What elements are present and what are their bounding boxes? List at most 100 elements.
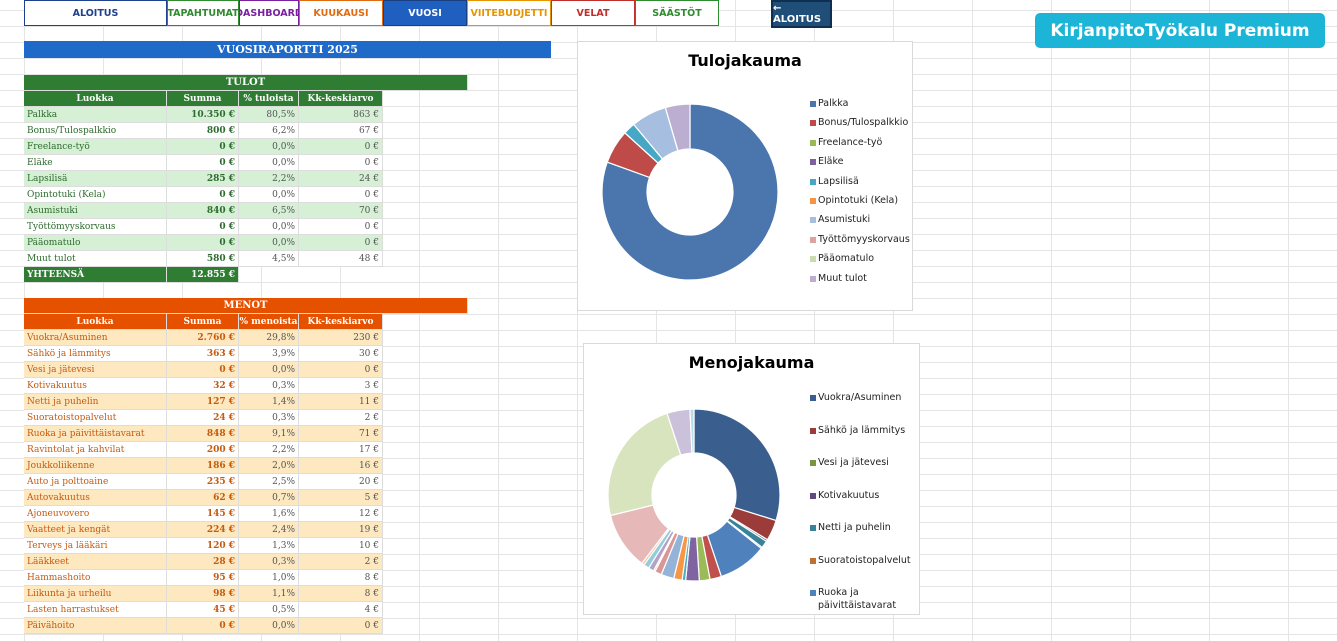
legend-label: Muut tulot bbox=[818, 272, 867, 284]
table-cell: 10 € bbox=[299, 538, 383, 554]
table-cell: 45 € bbox=[167, 602, 239, 618]
column-header: Luokka bbox=[24, 91, 167, 107]
table-cell: Pääomatulo bbox=[24, 235, 167, 251]
brand-badge: KirjanpitoTyökalu Premium bbox=[1035, 13, 1325, 48]
table-cell: Hammashoito bbox=[24, 570, 167, 586]
nav-button[interactable]: TAPAHTUMAT bbox=[167, 0, 239, 26]
table-cell: Ravintolat ja kahvilat bbox=[24, 442, 167, 458]
table-cell: 0 € bbox=[299, 235, 383, 251]
nav-button[interactable]: VUOSI bbox=[383, 0, 467, 26]
table-cell: 17 € bbox=[299, 442, 383, 458]
table-cell: Joukkoliikenne bbox=[24, 458, 167, 474]
column-header: Luokka bbox=[24, 314, 167, 330]
column-header: % tuloista bbox=[239, 91, 299, 107]
table-cell: 1,3% bbox=[239, 538, 299, 554]
legend-swatch bbox=[810, 159, 816, 166]
table-cell: 28 € bbox=[167, 554, 239, 570]
column-header: Summa bbox=[167, 91, 239, 107]
table-cell: 4,5% bbox=[239, 251, 299, 267]
legend-label: Sähkö ja lämmitys bbox=[818, 424, 906, 436]
column-header: Kk-keskiarvo bbox=[299, 314, 383, 330]
table-cell: 0 € bbox=[299, 139, 383, 155]
table-cell: 24 € bbox=[167, 410, 239, 426]
table-cell: 0 € bbox=[299, 155, 383, 171]
table-cell: Lääkkeet bbox=[24, 554, 167, 570]
table-cell: 0 € bbox=[167, 219, 239, 235]
table-cell: Eläke bbox=[24, 155, 167, 171]
total-cell: YHTEENSÄ bbox=[24, 267, 167, 283]
table-cell: 1,0% bbox=[239, 570, 299, 586]
table-cell: Netti ja puhelin bbox=[24, 394, 167, 410]
table-cell: 11 € bbox=[299, 394, 383, 410]
legend-swatch bbox=[810, 198, 816, 204]
table-cell: Vesi ja jätevesi bbox=[24, 362, 167, 378]
table-cell: 5 € bbox=[299, 490, 383, 506]
table-cell: 29,8% bbox=[239, 330, 299, 346]
table-cell: 0 € bbox=[299, 219, 383, 235]
legend-label: Vesi ja jätevesi bbox=[818, 457, 889, 468]
table-cell: Lapsilisä bbox=[24, 171, 167, 187]
legend-swatch bbox=[810, 236, 816, 243]
table-cell: 0,0% bbox=[239, 187, 299, 203]
table-cell: Palkka bbox=[24, 107, 167, 123]
table-cell: 0,3% bbox=[239, 410, 299, 426]
report-title: VUOSIRAPORTTI 2025 bbox=[24, 41, 551, 58]
back-button[interactable]: ← ALOITUS bbox=[771, 0, 832, 28]
table-cell: Työttömyyskorvaus bbox=[24, 219, 167, 235]
table-cell: 1,4% bbox=[239, 394, 299, 410]
table-cell: 285 € bbox=[167, 171, 239, 187]
table-cell: 0,0% bbox=[239, 618, 299, 634]
table-cell: 200 € bbox=[167, 442, 239, 458]
table-cell: 363 € bbox=[167, 346, 239, 362]
nav-button[interactable]: VELAT bbox=[551, 0, 635, 26]
table-cell: 9,1% bbox=[239, 426, 299, 442]
table-cell: Auto ja polttoaine bbox=[24, 474, 167, 490]
table-cell: Liikunta ja urheilu bbox=[24, 586, 167, 602]
table-cell: 0 € bbox=[299, 618, 383, 634]
legend-label: Ruoka ja päivittäistavarat bbox=[818, 587, 897, 611]
table-cell: 2 € bbox=[299, 554, 383, 570]
nav-button[interactable]: SÄÄSTÖT bbox=[635, 0, 719, 26]
table-cell: 70 € bbox=[299, 203, 383, 219]
table-cell: 224 € bbox=[167, 522, 239, 538]
legend-label: Asumistuki bbox=[818, 214, 871, 226]
nav-button[interactable]: VIITEBUDJETTI bbox=[467, 0, 551, 26]
legend-label: Pääomatulo bbox=[818, 253, 875, 265]
legend-label: Opintotuki (Kela) bbox=[818, 195, 899, 206]
table-cell: 67 € bbox=[299, 123, 383, 139]
table-cell: Kotivakuutus bbox=[24, 378, 167, 394]
table-cell: 12 € bbox=[299, 506, 383, 522]
table-cell: 2 € bbox=[299, 410, 383, 426]
column-header: Kk-keskiarvo bbox=[299, 91, 383, 107]
table-cell: 840 € bbox=[167, 203, 239, 219]
table-cell: 0 € bbox=[167, 618, 239, 634]
table-cell: 800 € bbox=[167, 123, 239, 139]
table-cell: 145 € bbox=[167, 506, 239, 522]
legend-label: Netti ja puhelin bbox=[818, 522, 891, 533]
table-cell: Vuokra/Asuminen bbox=[24, 330, 167, 346]
table-cell: 0,3% bbox=[239, 378, 299, 394]
table-cell: 2,2% bbox=[239, 171, 299, 187]
table-cell: 1,6% bbox=[239, 506, 299, 522]
table-cell: 19 € bbox=[299, 522, 383, 538]
legend-swatch bbox=[810, 217, 816, 224]
legend-swatch bbox=[810, 256, 816, 263]
table-cell: 0,5% bbox=[239, 602, 299, 618]
nav-button[interactable]: DASHBOARD bbox=[239, 0, 299, 26]
legend-label: Kotivakuutus bbox=[818, 489, 880, 501]
table-cell: 3,9% bbox=[239, 346, 299, 362]
column-header: Summa bbox=[167, 314, 239, 330]
donut-slice bbox=[601, 103, 779, 281]
table-cell: 580 € bbox=[167, 251, 239, 267]
column-header: % menoista bbox=[239, 314, 299, 330]
table-cell: 20 € bbox=[299, 474, 383, 490]
legend-swatch bbox=[810, 178, 816, 185]
legend-swatch bbox=[810, 590, 816, 596]
nav-button[interactable]: ALOITUS bbox=[24, 0, 167, 26]
legend-label: Freelance-työ bbox=[818, 136, 883, 148]
table-cell: Autovakuutus bbox=[24, 490, 167, 506]
legend-label: Eläke bbox=[818, 156, 844, 168]
table-cell: 0 € bbox=[167, 187, 239, 203]
nav-button[interactable]: KUUKAUSI bbox=[299, 0, 383, 26]
